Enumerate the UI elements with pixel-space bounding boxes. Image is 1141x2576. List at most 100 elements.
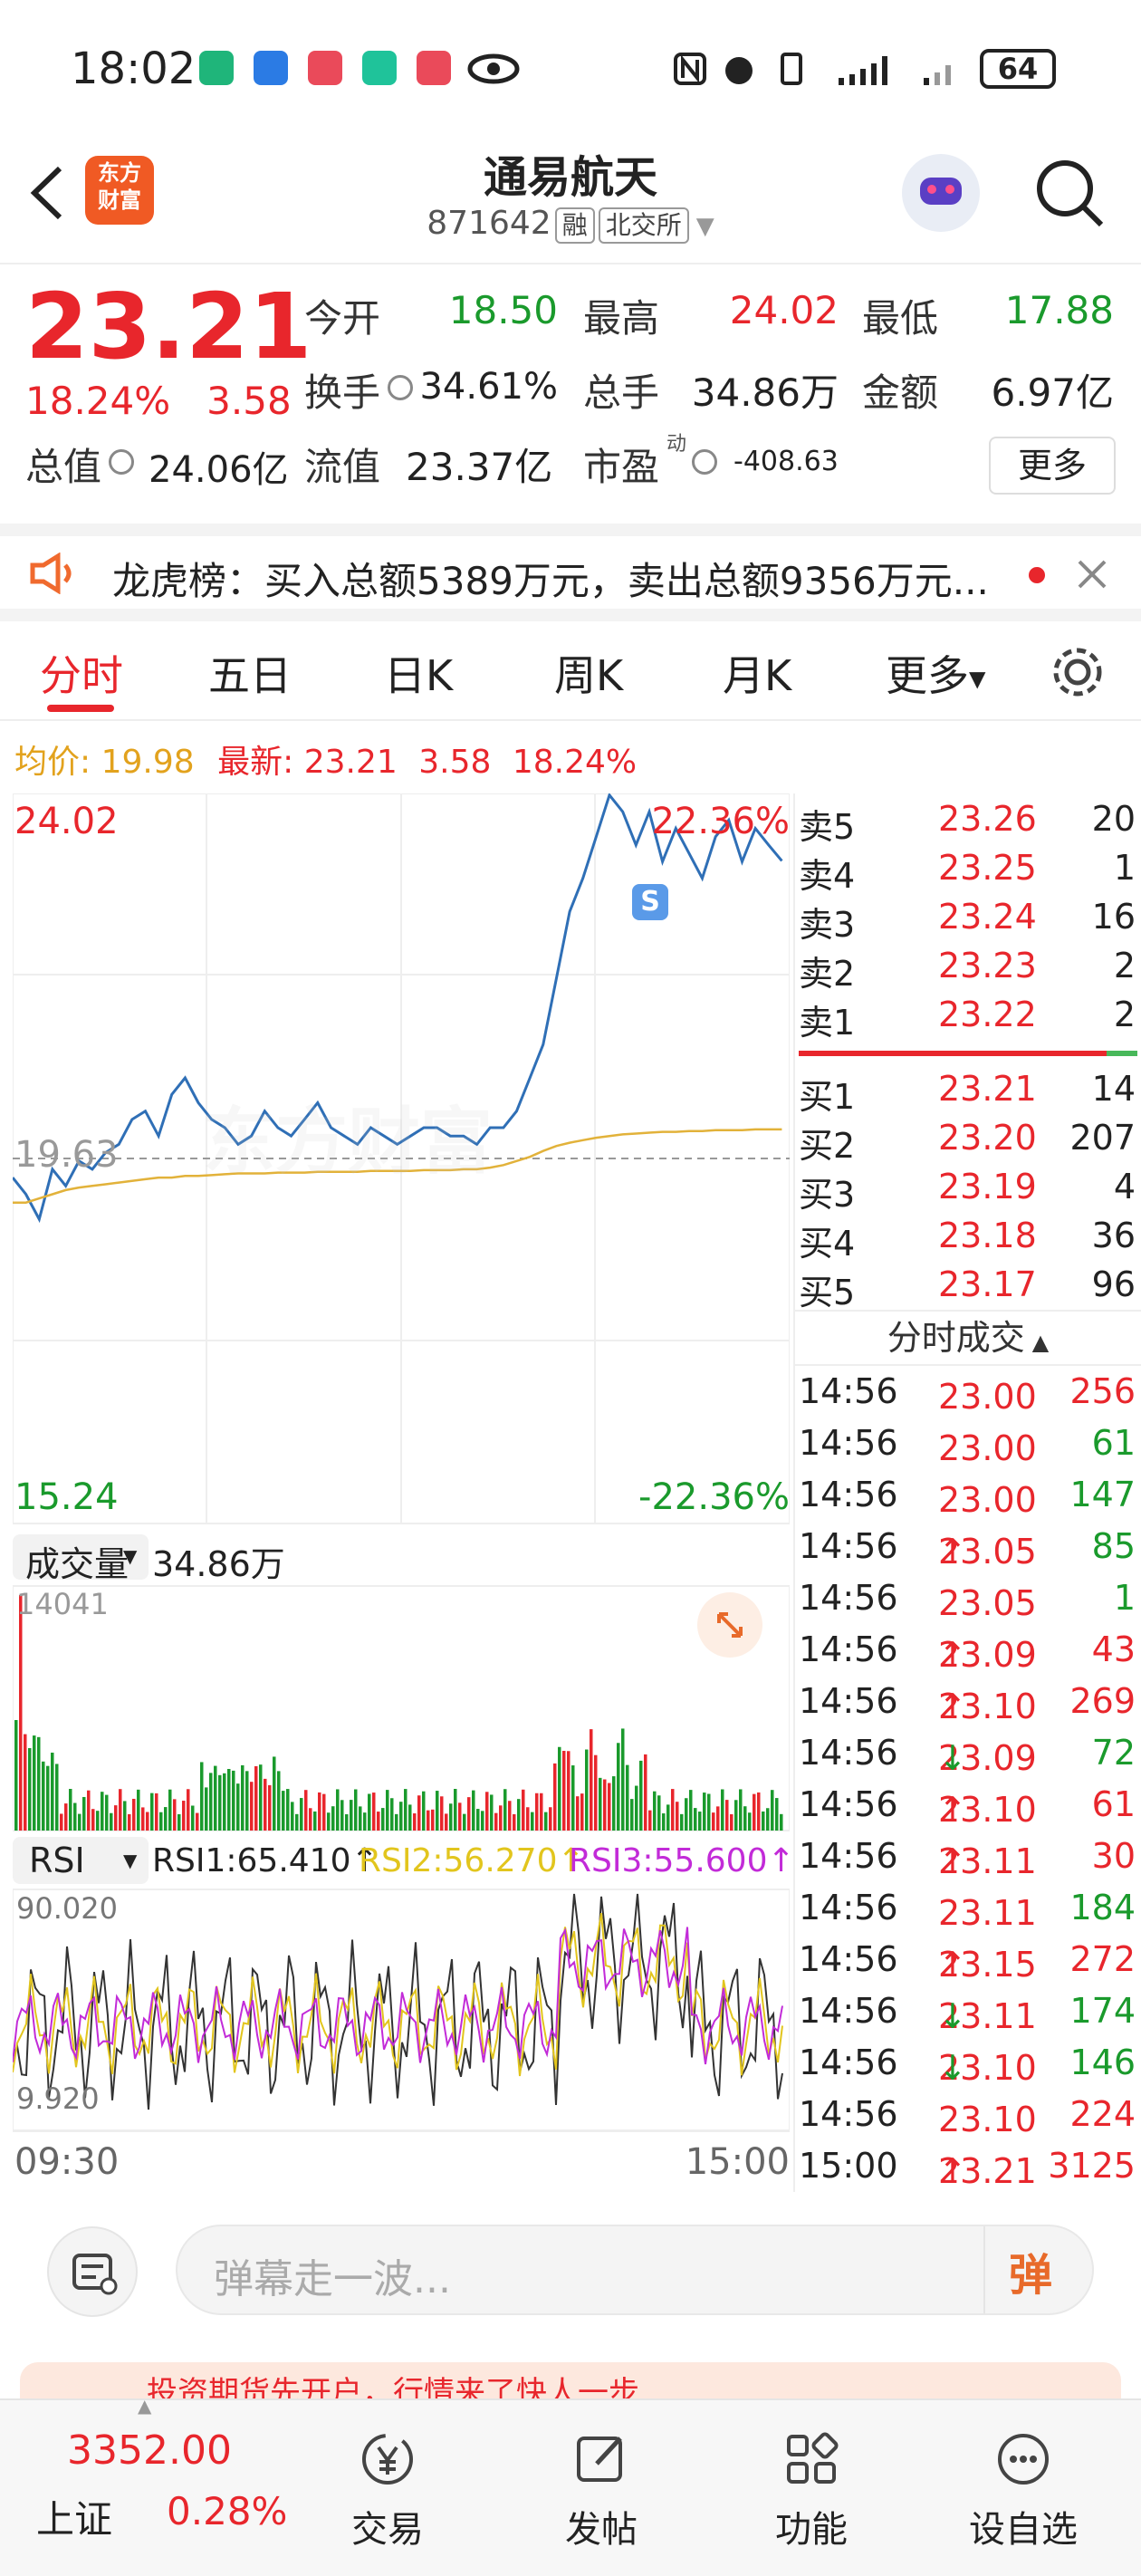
volume-bar (119, 1789, 122, 1831)
nav-add-watchlist[interactable]: 设自选 (942, 2427, 1105, 2552)
notice-text: 龙虎榜：买入总额5389万元，卖出总额9356万元... (112, 559, 989, 603)
volume-total: 34.86万 (152, 1544, 285, 1584)
y-axis-mid: 19.63 (14, 1134, 119, 1176)
last-value: 23.21 (303, 744, 398, 781)
tab-five-day[interactable]: 五日 (208, 651, 292, 700)
volume-bar (218, 1774, 222, 1831)
expand-icon[interactable] (697, 1592, 762, 1658)
avg-price-line: 均价: 19.98 最新: 23.21 3.58 18.24% (14, 735, 637, 783)
pct-axis-bottom: -22.36% (638, 1476, 790, 1518)
order-book-row[interactable]: 卖1 23.22 2 (795, 991, 1141, 1043)
order-book-row[interactable]: 买2 23.20 207 (795, 1114, 1141, 1166)
danmaku-send-button[interactable]: 弹 (1009, 2250, 1053, 2301)
intraday-chart[interactable]: 东方财富 24.02 22.36% 19.63 15.24 -22.36% S … (11, 792, 795, 2131)
robot-assistant-icon[interactable] (902, 154, 980, 232)
volume-bar (639, 1760, 643, 1831)
order-book-row[interactable]: 买1 23.21 14 (795, 1065, 1141, 1117)
nfc-icon (674, 53, 706, 85)
info-dots-icon-3[interactable] (692, 449, 717, 475)
volume-bar (644, 1754, 647, 1831)
volume-bar (359, 1806, 362, 1831)
nav-functions[interactable]: 功能 (730, 2427, 893, 2552)
back-arrow-icon[interactable] (25, 161, 69, 225)
volume-bar (725, 1800, 729, 1831)
info-dots-icon-2[interactable] (109, 449, 134, 475)
unread-dot (1029, 567, 1045, 583)
volume-bar (431, 1809, 435, 1831)
order-level-label: 买5 (799, 1273, 856, 1312)
search-icon[interactable] (1032, 156, 1107, 230)
order-price: 23.21 (938, 1069, 1037, 1109)
tick-direction: ↓ (938, 1996, 967, 2036)
tab-more-label: 更多 (886, 651, 969, 700)
rsi-selector[interactable] (13, 1837, 149, 1884)
browser-notification-icon (254, 51, 288, 85)
tick-time: 14:56 (799, 1371, 898, 1411)
ticks-header-label: 分时成交 (887, 1318, 1025, 1358)
volume-bar (101, 1792, 104, 1831)
more-button[interactable]: 更多 (989, 437, 1116, 495)
info-dots-icon[interactable] (388, 375, 413, 400)
order-book-row[interactable]: 买4 23.18 36 (795, 1212, 1141, 1264)
danmaku-input[interactable]: 弹幕走一波... 弹 (176, 2225, 1094, 2315)
sell-signal-icon[interactable]: S (632, 884, 668, 920)
volume-bar (64, 1803, 68, 1831)
rsi-label: RSI (29, 1841, 85, 1880)
tick-row: 14:56 23.10 ↑ 269 (795, 1676, 1141, 1727)
stock-name: 通易航天 (483, 152, 657, 203)
danmaku-toggle-icon[interactable] (47, 2226, 138, 2317)
dragon-tiger-notice[interactable]: 龙虎榜：买入总额5389万元，卖出总额9356万元... (0, 524, 1141, 621)
futures-banner[interactable]: 投资期货先开户，行情来了快人一步 (20, 2362, 1121, 2402)
tab-day-k[interactable]: 日K (384, 651, 454, 700)
tick-row: 14:56 23.00 256 (795, 1366, 1141, 1418)
tab-week-k[interactable]: 周K (554, 651, 624, 700)
volume-bar (771, 1790, 774, 1831)
order-book-row[interactable]: 卖3 23.24 16 (795, 893, 1141, 945)
change-amount: 3.58 (206, 379, 292, 423)
nav-trade[interactable]: 交易 (306, 2427, 469, 2552)
volume-bar (295, 1813, 299, 1831)
tick-qty: 30 (1091, 1836, 1136, 1876)
order-book-row[interactable]: 买5 23.17 96 (795, 1261, 1141, 1312)
volume-bar (42, 1761, 45, 1831)
tick-time: 14:56 (799, 1991, 898, 2031)
turnover-value: 34.61% (419, 366, 558, 408)
index-name[interactable]: 上证 (36, 2497, 113, 2542)
dropdown-triangle-icon: ▼ (123, 1545, 138, 1567)
volume-bar (580, 1793, 584, 1831)
pe-value: -408.63 (734, 446, 839, 477)
tab-month-k[interactable]: 月K (723, 651, 792, 700)
volume-selector[interactable] (13, 1534, 149, 1580)
tick-direction: ↓ (938, 1738, 967, 1778)
order-price: 23.17 (938, 1264, 1037, 1304)
volume-bar (730, 1813, 734, 1831)
volume-bar (739, 1789, 743, 1831)
volume-bar (558, 1746, 561, 1831)
volume-bar (187, 1789, 190, 1831)
order-qty: 36 (1091, 1216, 1136, 1255)
volume-bar (345, 1813, 349, 1831)
settings-gear-icon[interactable] (1049, 643, 1107, 701)
stock-code-line[interactable]: 871642 融北交所 ▼ (0, 205, 1141, 244)
order-book-row[interactable]: 卖4 23.25 1 (795, 844, 1141, 896)
volume-bar (463, 1813, 466, 1831)
chart-svg (11, 792, 791, 2131)
tab-intraday[interactable]: 分时 (40, 651, 123, 700)
order-book-row[interactable]: 买3 23.19 4 (795, 1163, 1141, 1215)
volume-bar (114, 1805, 118, 1831)
order-level-label: 卖3 (799, 905, 856, 945)
volume-bar (748, 1812, 752, 1831)
tick-time: 14:56 (799, 2094, 898, 2134)
tab-more[interactable]: 更多▼ (886, 643, 985, 703)
app-logo[interactable]: 东方财富 (85, 156, 154, 225)
order-book-row[interactable]: 卖5 23.26 20 (795, 795, 1141, 847)
tick-price-value: 23.11 (938, 1996, 1037, 2036)
order-level-label: 卖5 (799, 807, 856, 847)
index-value[interactable]: 3352.00 (67, 2427, 232, 2474)
order-book-row[interactable]: 卖2 23.23 2 (795, 942, 1141, 994)
volume-bar (78, 1813, 82, 1831)
ticks-header[interactable]: 分时成交 ▲ (795, 1310, 1141, 1366)
close-icon[interactable] (1074, 556, 1110, 592)
nav-post[interactable]: 发帖 (520, 2427, 683, 2552)
volume-bar (676, 1802, 679, 1831)
